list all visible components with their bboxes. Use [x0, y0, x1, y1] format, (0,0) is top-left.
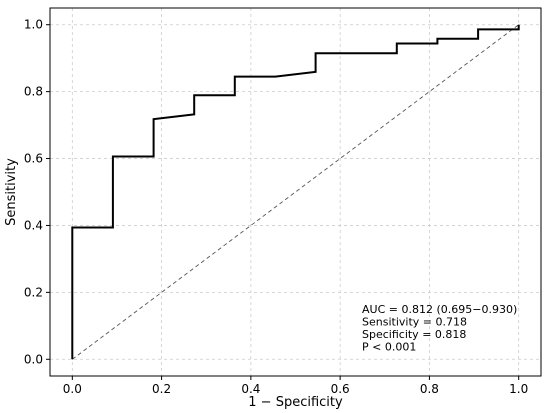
sensitivity-annotation: Sensitivity = 0.718: [362, 316, 467, 329]
grid: [50, 8, 541, 376]
reference-diagonal-line: [72, 24, 519, 360]
y-tick-label: 0.2: [24, 285, 43, 299]
y-tick-label: 1.0: [24, 18, 43, 32]
y-tick-label: 0.0: [24, 352, 43, 366]
plot-frame: [49, 7, 542, 377]
y-tick-label: 0.6: [24, 152, 43, 166]
y-tick-label: 0.8: [24, 85, 43, 99]
x-tick-label: 1.0: [509, 382, 528, 396]
x-tick-label: 0.6: [331, 382, 350, 396]
auc-annotation: AUC = 0.812 (0.695−0.930): [362, 303, 517, 316]
ticks: 0.0 0.2 0.4 0.6 0.8 1.0 0.0 0.2 0.4 0.6 0.8 1.0: [24, 18, 528, 396]
x-axis-label: 1 − Specificity: [248, 395, 343, 410]
p-value-annotation: P < 0.001: [362, 341, 416, 354]
annotation-box: AUC = 0.812 (0.695−0.930) Sensitivity = …: [362, 303, 517, 354]
y-tick-label: 0.4: [24, 218, 43, 232]
x-tick-label: 0.0: [63, 382, 82, 396]
x-tick-label: 0.2: [152, 382, 171, 396]
specificity-annotation: Specificity = 0.818: [362, 328, 466, 341]
roc-curve-line: [71, 24, 520, 360]
y-axis-label: Sensitivity: [4, 158, 19, 226]
x-tick-label: 0.8: [420, 382, 439, 396]
series-layer: [71, 24, 520, 360]
x-tick-label: 0.4: [241, 382, 260, 396]
